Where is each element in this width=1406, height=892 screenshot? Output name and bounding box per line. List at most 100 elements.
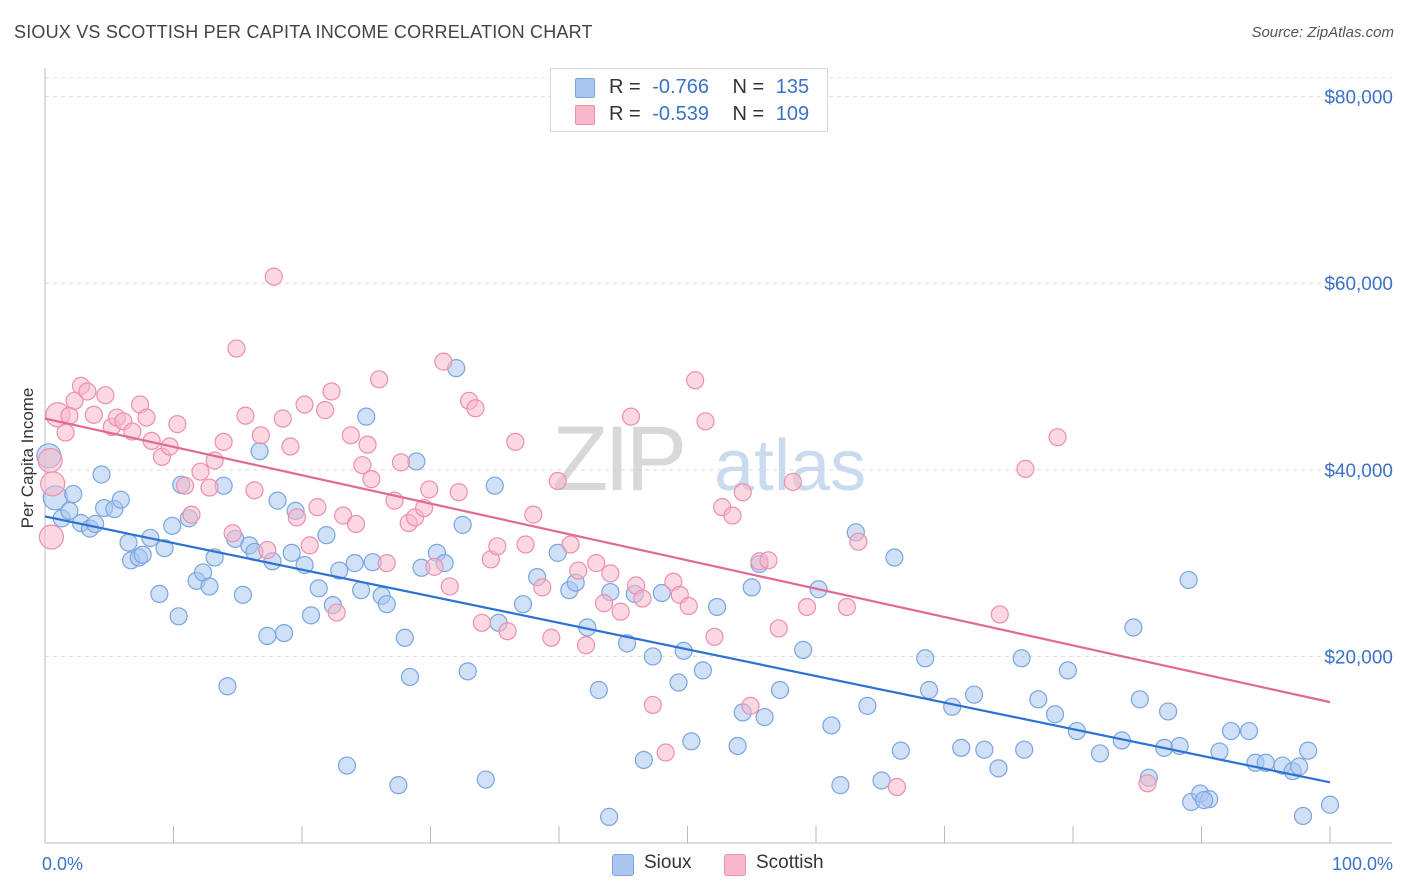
scottish-point — [643, 695, 662, 715]
sioux-point — [169, 607, 188, 626]
scottish-point — [182, 505, 201, 524]
scottish-point — [533, 578, 552, 597]
legend-swatch-scottish — [575, 105, 595, 125]
sioux-point — [111, 490, 130, 509]
sioux-point — [86, 514, 105, 534]
sioux-point — [693, 661, 713, 680]
sioux-point — [1090, 744, 1110, 763]
sioux-point — [742, 578, 761, 597]
scottish-point — [273, 409, 292, 428]
scottish-point — [245, 481, 264, 500]
sioux-point — [1029, 690, 1048, 709]
scottish-point — [96, 386, 115, 405]
scottish-point — [434, 352, 453, 371]
sioux-point — [1124, 618, 1143, 637]
scottish-point — [236, 406, 255, 425]
scottish-point — [733, 483, 752, 502]
sioux-point — [770, 680, 790, 700]
scottish-point — [341, 426, 360, 445]
scottish-point — [391, 453, 411, 472]
scottish-point — [440, 577, 459, 596]
sioux-point — [634, 750, 653, 770]
scottish-point — [542, 628, 561, 647]
scottish-point — [561, 535, 580, 554]
sioux-point — [200, 577, 219, 596]
scottish-point — [449, 483, 468, 502]
scottish-point — [37, 447, 63, 474]
sioux-point — [377, 595, 396, 614]
sioux-point — [163, 516, 182, 535]
chart-title: SIOUX VS SCOTTISH PER CAPITA INCOME CORR… — [14, 22, 593, 42]
scottish-point — [200, 478, 219, 497]
scottish-point — [466, 399, 485, 418]
sioux-point — [1221, 721, 1241, 741]
scottish-point — [679, 596, 698, 616]
sioux-point — [400, 667, 420, 687]
sioux-point — [395, 628, 414, 647]
sioux-point — [218, 677, 237, 696]
scottish-point — [769, 619, 788, 638]
scottish-point — [295, 395, 314, 414]
scottish-point — [425, 557, 444, 576]
sioux-point — [1012, 649, 1031, 668]
scottish-point — [223, 524, 242, 543]
scottish-point — [346, 514, 366, 534]
scottish-point — [576, 636, 596, 655]
scottish-point — [569, 561, 588, 580]
sioux-point — [337, 756, 357, 775]
sioux-point — [755, 707, 774, 727]
legend-n-label: N = — [732, 76, 765, 98]
sioux-trend-line — [44, 515, 1331, 784]
sioux-point — [1293, 806, 1313, 826]
scottish-point — [377, 554, 396, 573]
sioux-point — [317, 526, 336, 545]
scottish-point — [1048, 428, 1067, 447]
bottom-legend-label-scottish: Scottish — [756, 852, 824, 873]
scottish-point — [887, 777, 907, 797]
sioux-point — [155, 539, 174, 558]
scottish-point — [587, 554, 606, 573]
scottish-point — [168, 415, 187, 434]
scottish-trend-line — [44, 417, 1331, 704]
scottish-point — [362, 470, 381, 489]
sioux-point — [485, 476, 504, 495]
y-tick-label: $80,000 — [1324, 88, 1393, 109]
scottish-point — [837, 597, 856, 617]
sioux-point — [64, 484, 83, 504]
scottish-point — [308, 498, 327, 517]
scottish-point — [498, 622, 517, 641]
sioux-point — [885, 548, 904, 567]
sioux-point — [250, 442, 269, 461]
scottish-point — [137, 408, 156, 427]
sioux-point — [133, 545, 152, 564]
scottish-point — [56, 423, 75, 442]
sioux-point — [1158, 702, 1178, 721]
scottish-point — [251, 426, 270, 445]
sioux-point — [831, 776, 850, 795]
sioux-point — [618, 634, 637, 653]
scottish-point — [370, 370, 389, 389]
sioux-point — [268, 491, 287, 510]
sioux-point — [1179, 570, 1198, 590]
scottish-point — [741, 696, 760, 715]
scottish-point — [334, 506, 353, 525]
sioux-point — [458, 662, 477, 681]
sioux-point — [301, 606, 321, 625]
sioux-point — [476, 770, 495, 789]
watermark: ZIP atlas — [552, 408, 866, 510]
scottish-point — [353, 456, 372, 475]
sioux-point — [916, 649, 935, 668]
sioux-point — [643, 647, 662, 666]
trend-lines — [44, 417, 1331, 784]
legend-n-value: 135 — [775, 76, 810, 98]
sioux-point — [150, 584, 169, 604]
sioux-point — [989, 759, 1008, 778]
scottish-point — [705, 627, 724, 646]
sioux-point — [1320, 795, 1340, 814]
sioux-point — [728, 736, 747, 756]
scottish-point — [316, 401, 335, 420]
source-label: Source: ZipAtlas.com — [1251, 24, 1394, 41]
scottish-point — [548, 471, 567, 491]
legend-n-value: 109 — [775, 103, 810, 125]
scottish-point — [656, 743, 675, 762]
